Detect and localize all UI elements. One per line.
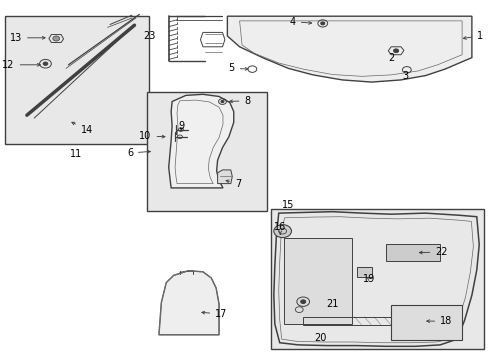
Bar — [303, 317, 410, 325]
Text: 23: 23 — [142, 31, 155, 41]
Text: 1: 1 — [463, 31, 482, 41]
Text: 4: 4 — [289, 17, 311, 27]
Polygon shape — [217, 170, 232, 184]
Circle shape — [273, 225, 291, 238]
Polygon shape — [273, 212, 478, 346]
Circle shape — [221, 100, 224, 103]
Text: 16: 16 — [273, 222, 286, 235]
Bar — [283, 238, 351, 324]
Polygon shape — [159, 271, 219, 335]
Circle shape — [300, 300, 305, 303]
Text: 3: 3 — [402, 71, 408, 81]
Text: 8: 8 — [229, 96, 250, 106]
Circle shape — [43, 62, 48, 66]
Text: 10: 10 — [139, 131, 164, 141]
Text: 14: 14 — [72, 122, 93, 135]
Text: 17: 17 — [202, 309, 227, 319]
Text: 7: 7 — [225, 179, 241, 189]
Text: 12: 12 — [2, 60, 40, 70]
Bar — [5, 16, 149, 144]
Circle shape — [393, 49, 398, 53]
Bar — [146, 92, 266, 211]
Text: 21: 21 — [325, 299, 338, 309]
Text: 15: 15 — [282, 200, 294, 210]
Text: 20: 20 — [313, 333, 326, 343]
Polygon shape — [168, 94, 233, 188]
Circle shape — [320, 22, 324, 25]
Text: 6: 6 — [126, 148, 150, 158]
Text: 5: 5 — [228, 63, 247, 73]
Bar — [390, 305, 461, 340]
Text: 19: 19 — [362, 274, 375, 284]
Polygon shape — [227, 16, 471, 82]
Bar — [386, 244, 439, 261]
Bar — [271, 209, 483, 349]
Text: 18: 18 — [426, 316, 451, 326]
Text: 9: 9 — [179, 121, 184, 131]
Bar — [356, 267, 371, 277]
Circle shape — [53, 36, 60, 41]
Text: 2: 2 — [387, 53, 393, 63]
Text: 22: 22 — [419, 247, 447, 257]
Text: 13: 13 — [10, 33, 45, 43]
Text: 11: 11 — [69, 149, 82, 159]
